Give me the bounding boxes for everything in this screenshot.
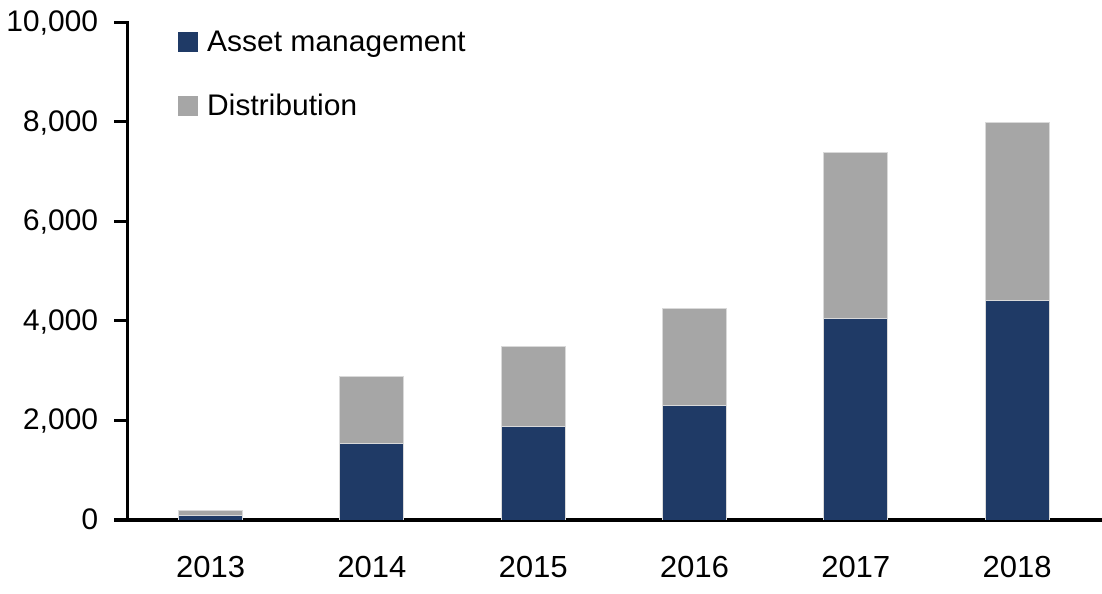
bar-segment-distribution <box>501 346 565 427</box>
y-axis-tick-label: 4,000 <box>22 303 98 337</box>
bar-segment-asset-management <box>501 426 565 520</box>
y-axis-tick-label: 10,000 <box>6 5 98 38</box>
x-axis-label-2018: 2018 <box>982 549 1052 584</box>
bar-segment-distribution <box>824 153 888 319</box>
bar-2013 <box>178 509 243 520</box>
y-axis-tick-label: 6,000 <box>22 204 98 238</box>
distribution-swatch-icon <box>178 96 198 116</box>
bar-segment-distribution <box>340 377 404 444</box>
bar-segment-asset-management <box>340 443 404 520</box>
bar-segment-distribution <box>179 510 242 516</box>
x-axis-label-2016: 2016 <box>659 549 729 584</box>
bar-segment-distribution <box>662 309 726 406</box>
x-axis-line <box>114 518 1102 522</box>
x-axis-label-2014: 2014 <box>337 549 407 584</box>
x-axis-label-2013: 2013 <box>176 549 245 584</box>
legend-item-asset-management: Asset management <box>178 27 465 57</box>
legend-item-distribution: Distribution <box>178 91 465 121</box>
legend: Asset management Distribution <box>178 27 465 121</box>
bar-segment-asset-management <box>824 318 888 520</box>
bar-2015 <box>500 345 566 520</box>
bar-2017 <box>823 152 889 520</box>
bar-segment-asset-management <box>662 405 726 520</box>
asset-management-swatch-icon <box>178 32 198 52</box>
y-axis-tick <box>114 518 127 522</box>
y-axis-line <box>126 21 129 522</box>
x-axis-label-2015: 2015 <box>498 549 568 584</box>
bar-2014 <box>339 376 405 520</box>
bar-segment-asset-management <box>985 300 1049 520</box>
y-axis-tick <box>114 219 127 223</box>
y-axis-tick-label: 2,000 <box>22 403 98 437</box>
bar-2018 <box>984 121 1050 520</box>
y-axis-tick <box>114 20 127 24</box>
y-axis-tick <box>114 418 127 422</box>
bar-2016 <box>661 308 727 520</box>
legend-label-distribution: Distribution <box>207 89 358 122</box>
bar-segment-distribution <box>985 122 1049 301</box>
x-axis-label-2017: 2017 <box>821 549 891 584</box>
y-axis-tick-label: 0 <box>81 503 98 536</box>
bar-segment-asset-management <box>179 515 242 520</box>
y-axis-tick-label: 8,000 <box>22 104 98 138</box>
y-axis-tick <box>114 319 127 323</box>
legend-label-asset-management: Asset management <box>207 25 466 58</box>
y-axis-tick <box>114 120 127 124</box>
